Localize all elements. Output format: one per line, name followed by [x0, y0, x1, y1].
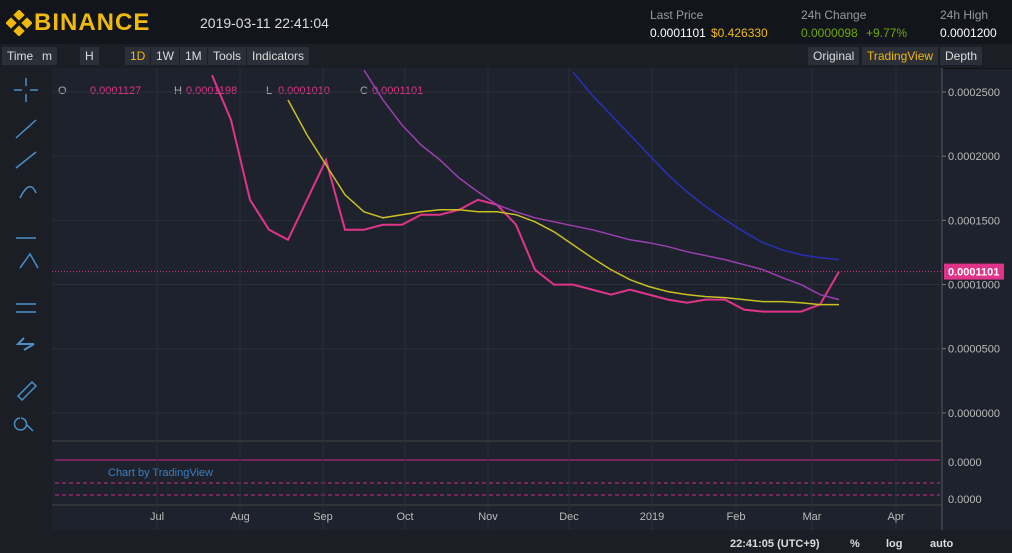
footer-text: %: [850, 538, 860, 550]
toolbar-button[interactable]: 1W: [151, 47, 179, 65]
toolbar-button[interactable]: 1M: [180, 47, 207, 65]
datetime: 2019-03-11 22:41:04: [200, 15, 329, 31]
toolbar-button[interactable]: TradingView: [862, 47, 939, 65]
price-tag-label: 0.0001101: [948, 267, 999, 279]
legend-value: C: [360, 85, 368, 97]
toolbar-button[interactable]: H: [80, 47, 99, 65]
x-tick-label: Feb: [727, 511, 746, 523]
y-tick-label: 0.0001000: [948, 280, 1000, 292]
x-tick-label: Aug: [230, 511, 250, 523]
series-line: [287, 99, 839, 306]
label: Last Price: [650, 8, 704, 22]
toolbar-button[interactable]: Tools: [208, 47, 247, 65]
value: 0.0001200: [940, 26, 997, 40]
x-tick-label: Sep: [313, 511, 333, 523]
chart: Chart by TradingView O 0.0001127 H 0.00011…: [0, 68, 1012, 553]
series-line: [572, 71, 840, 261]
legend-label: O: [58, 85, 67, 97]
legend-value: 0.0001010: [278, 85, 330, 97]
logo: BINANCE: [34, 9, 151, 36]
x-tick-label: Oct: [396, 511, 413, 523]
footer-text: auto: [930, 538, 954, 550]
toolbar-button[interactable]: m: [37, 47, 57, 65]
y-tick-label: 0.0000: [948, 457, 982, 469]
x-tick-label: 2019: [640, 511, 664, 523]
footer-text: log: [886, 538, 903, 550]
value: 0.0001101: [650, 26, 706, 40]
y-tick-label: 0.0002000: [948, 151, 1000, 163]
series-line: [211, 74, 840, 313]
legend-value: 0.0001101: [372, 85, 423, 97]
series-line: [363, 69, 840, 301]
toolbar: Time m H 1D 1W 1M Tools Indicators Original Tradi…: [0, 44, 1012, 69]
x-tick-label: Nov: [478, 511, 498, 523]
toolbar-button[interactable]: Time: [2, 47, 39, 65]
tool-icons: [13, 78, 39, 432]
y-tick-label: 0.0000500: [948, 344, 1000, 356]
label: 24h High: [940, 8, 989, 22]
toolbar-button[interactable]: 1D: [125, 47, 151, 65]
y-tick-label: 0.0000000: [948, 408, 1000, 420]
y-tick-label: 0.0002500: [948, 87, 1000, 99]
legend-value: 0.0001198: [186, 85, 237, 97]
plot: [52, 68, 942, 440]
y-tick-label: 0.0001500: [948, 215, 1000, 227]
x-tick-label: Jul: [150, 511, 164, 523]
legend-value: H: [174, 85, 182, 97]
x-tick-label: Mar: [803, 511, 822, 523]
value: +9.77%: [866, 26, 908, 40]
y-tick-label: 0.0000: [948, 494, 982, 506]
price-tag: [944, 263, 1004, 280]
watermark: Chart by TradingView: [108, 467, 213, 479]
logo-icon: [6, 10, 32, 36]
label: 24h Change: [801, 8, 867, 22]
header: BINANCE 2019-03-11 22:41:04 Last Price 0…: [0, 0, 1012, 44]
toolbar-button[interactable]: Depth: [940, 47, 983, 65]
toolbar-button[interactable]: Indicators: [247, 47, 310, 65]
legend-value: 0.0001127: [90, 85, 141, 97]
value: $0.426330: [711, 26, 768, 40]
footer-text: 22:41:05 (UTC+9): [730, 538, 820, 550]
toolbar-button[interactable]: Original: [808, 47, 860, 65]
x-tick-label: Apr: [887, 511, 904, 523]
value: 0.0000098: [801, 26, 858, 40]
legend-value: L: [266, 85, 272, 97]
x-tick-label: Dec: [559, 511, 579, 523]
footer: [52, 530, 1012, 553]
sidebar: [0, 68, 52, 553]
